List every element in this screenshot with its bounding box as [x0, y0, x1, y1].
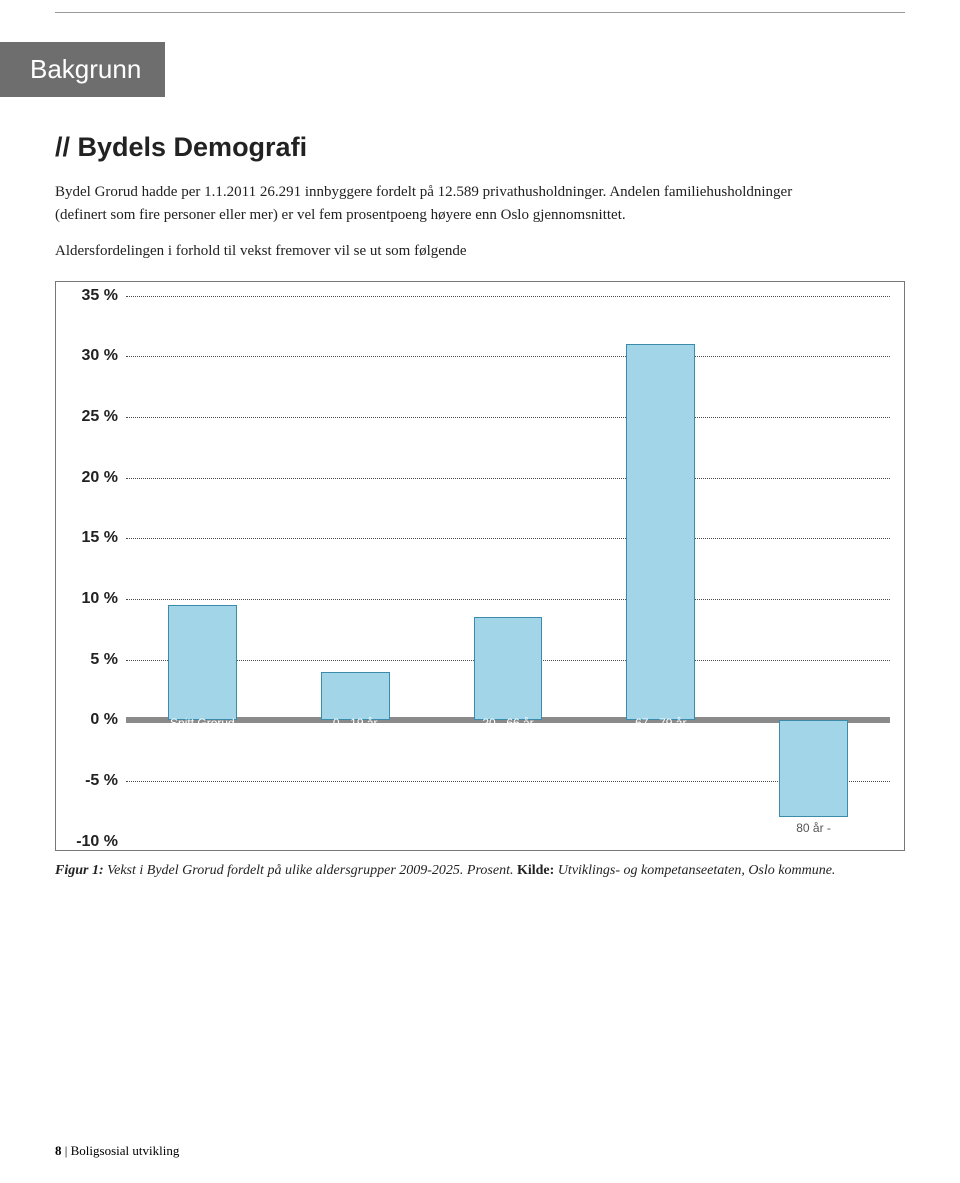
chart-bar [321, 672, 390, 721]
bar-chart: 35 %30 %25 %20 %15 %10 %5 %0 %-5 %-10 %S… [70, 296, 890, 842]
footer-sep: | [62, 1143, 71, 1158]
chart-bar [779, 720, 848, 817]
x-tick-label: 0 - 19 år [333, 716, 378, 730]
section-heading: // Bydels Demografi [55, 132, 905, 163]
gridline [126, 356, 890, 357]
paragraph-2: Aldersfordelingen i forhold til vekst fr… [55, 240, 815, 263]
x-tick-label: 80 år - [796, 821, 831, 835]
y-tick-label: 5 % [70, 651, 118, 669]
y-tick-label: 25 % [70, 408, 118, 426]
page-footer: 8 | Boligsosial utvikling [55, 1143, 179, 1159]
x-tick-label: Snitt Grorud [170, 716, 235, 730]
chart-bar [168, 605, 237, 720]
y-tick-label: 15 % [70, 529, 118, 547]
gridline [126, 296, 890, 297]
gridline [126, 478, 890, 479]
chart-bar [474, 617, 543, 720]
gridline [126, 599, 890, 600]
y-tick-label: -5 % [70, 772, 118, 790]
paragraph-1: Bydel Grorud hadde per 1.1.2011 26.291 i… [55, 181, 815, 228]
y-tick-label: 20 % [70, 469, 118, 487]
caption-source-label: Kilde: [517, 863, 554, 878]
chart-container: 35 % 30 % 25 % 20 % 15 % 10 % 5 % 0 % -5 % -10 % S… [55, 281, 905, 851]
gridline [126, 781, 890, 782]
x-tick-label: 20 - 66 år [482, 716, 533, 730]
chart-bar [626, 344, 695, 720]
y-tick-label: 10 % [70, 590, 118, 608]
y-tick-label: 0 % [70, 711, 118, 729]
caption-lead: Figur 1: [55, 863, 104, 878]
caption-text: Vekst i Bydel Grorud fordelt på ulike al… [104, 863, 517, 878]
gridline [126, 417, 890, 418]
section-tag: Bakgrunn [0, 42, 165, 97]
main-content: // Bydels Demografi Bydel Grorud hadde p… [55, 132, 905, 879]
top-rule [55, 12, 905, 13]
y-tick-label: -10 % [70, 833, 118, 851]
y-tick-label: 35 % [70, 287, 118, 305]
figure-caption: Figur 1: Vekst i Bydel Grorud fordelt på… [55, 863, 905, 879]
gridline [126, 538, 890, 539]
y-tick-label: 30 % [70, 347, 118, 365]
caption-source: Utviklings- og kompetanseetaten, Oslo ko… [554, 863, 835, 878]
x-tick-label: 67 - 79 år [635, 716, 686, 730]
footer-title: Boligsosial utvikling [71, 1143, 180, 1158]
